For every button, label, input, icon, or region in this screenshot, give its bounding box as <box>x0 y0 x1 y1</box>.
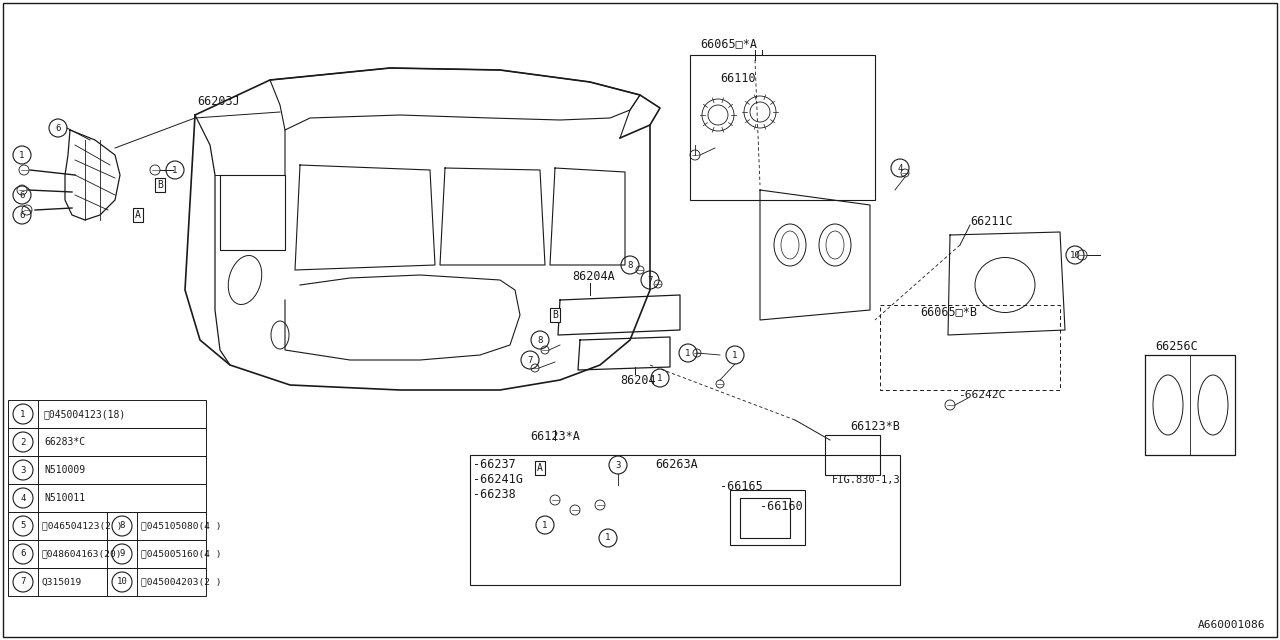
Text: Ⓢ045004123(18): Ⓢ045004123(18) <box>44 409 127 419</box>
Text: -66160: -66160 <box>760 500 803 513</box>
Text: 66123*A: 66123*A <box>530 430 580 443</box>
Text: 1: 1 <box>19 150 24 159</box>
Bar <box>8 400 206 428</box>
Text: 8: 8 <box>119 522 124 531</box>
Bar <box>108 540 206 568</box>
Text: -66241G: -66241G <box>474 473 522 486</box>
Text: 66110: 66110 <box>719 72 755 85</box>
Text: 1: 1 <box>173 166 178 175</box>
Bar <box>730 490 805 545</box>
Text: 6: 6 <box>20 550 26 559</box>
Text: 3: 3 <box>20 465 26 474</box>
Text: Ⓢ045105080(4 ): Ⓢ045105080(4 ) <box>141 522 221 531</box>
Text: -66238: -66238 <box>474 488 516 501</box>
Text: 66211C: 66211C <box>970 215 1012 228</box>
Text: 10: 10 <box>1070 250 1080 259</box>
Text: -66237: -66237 <box>474 458 516 471</box>
Text: 1: 1 <box>658 374 663 383</box>
Text: 66203J: 66203J <box>197 95 239 108</box>
Bar <box>470 455 900 585</box>
Text: 2: 2 <box>20 438 26 447</box>
Text: 7: 7 <box>648 275 653 285</box>
Text: 8: 8 <box>627 260 632 269</box>
Text: 8: 8 <box>538 335 543 344</box>
Text: 6: 6 <box>55 124 60 132</box>
Text: Ⓢ046504123(2 ): Ⓢ046504123(2 ) <box>42 522 123 531</box>
Text: 66256C: 66256C <box>1155 340 1198 353</box>
Bar <box>8 512 108 540</box>
Text: 7: 7 <box>20 577 26 586</box>
Text: 86204A: 86204A <box>572 270 614 283</box>
Bar <box>8 568 108 596</box>
Text: Ⓢ048604163(20): Ⓢ048604163(20) <box>42 550 123 559</box>
Text: 66283*C: 66283*C <box>44 437 86 447</box>
Bar <box>690 55 876 200</box>
Text: 66263A: 66263A <box>655 458 698 471</box>
Text: A: A <box>136 210 141 220</box>
Text: 6: 6 <box>19 211 24 220</box>
Text: 1: 1 <box>543 520 548 529</box>
Bar <box>8 540 108 568</box>
Text: A660001086: A660001086 <box>1198 620 1265 630</box>
Text: 66065□*A: 66065□*A <box>700 37 756 50</box>
Text: B: B <box>157 180 163 190</box>
Bar <box>8 428 206 456</box>
Text: 6: 6 <box>19 191 24 200</box>
Text: 4: 4 <box>20 493 26 502</box>
Text: 86204: 86204 <box>620 374 655 387</box>
Text: FIG.830-1,3: FIG.830-1,3 <box>832 475 901 485</box>
Bar <box>108 512 206 540</box>
Text: A: A <box>538 463 543 473</box>
Text: 7: 7 <box>527 355 532 365</box>
Text: 3: 3 <box>616 461 621 470</box>
Text: 1: 1 <box>20 410 26 419</box>
Text: -66242C: -66242C <box>957 390 1005 400</box>
Text: N510011: N510011 <box>44 493 86 503</box>
Text: N510009: N510009 <box>44 465 86 475</box>
Text: 9: 9 <box>119 550 124 559</box>
Text: 66123*B: 66123*B <box>850 420 900 433</box>
Text: 10: 10 <box>116 577 128 586</box>
Bar <box>8 456 206 484</box>
Bar <box>740 498 790 538</box>
Text: 1: 1 <box>732 351 737 360</box>
Bar <box>108 568 206 596</box>
Text: 4: 4 <box>897 163 902 173</box>
Text: 1: 1 <box>685 349 691 358</box>
Text: Q315019: Q315019 <box>42 577 82 586</box>
Text: Ⓢ045004203(2 ): Ⓢ045004203(2 ) <box>141 577 221 586</box>
Bar <box>826 435 881 475</box>
Text: B: B <box>552 310 558 320</box>
Text: -66165: -66165 <box>719 480 763 493</box>
Text: 66065□*B: 66065□*B <box>920 305 977 318</box>
Text: Ⓢ045005160(4 ): Ⓢ045005160(4 ) <box>141 550 221 559</box>
Bar <box>8 484 206 512</box>
Text: 5: 5 <box>20 522 26 531</box>
Text: 1: 1 <box>605 534 611 543</box>
